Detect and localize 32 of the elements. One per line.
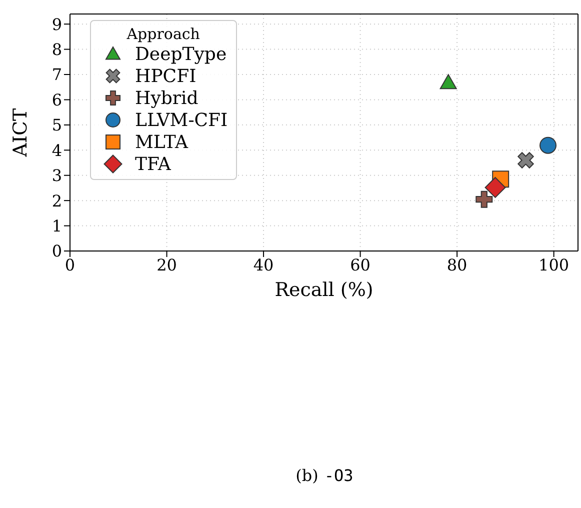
legend-label: DeepType bbox=[135, 44, 227, 64]
x-tick-label: 40 bbox=[253, 255, 274, 274]
y-axis-title: AICT bbox=[10, 108, 32, 158]
point bbox=[540, 136, 557, 154]
y-tick-label: 8 bbox=[52, 40, 62, 59]
point bbox=[484, 176, 506, 198]
y-tick-label: 6 bbox=[52, 90, 62, 110]
x-tick-label: 100 bbox=[538, 255, 570, 274]
x-axis-title: Recall (%) bbox=[274, 279, 374, 301]
text: -O3 bbox=[324, 466, 354, 485]
point bbox=[476, 190, 493, 208]
legend-label: MLTA bbox=[135, 132, 188, 152]
point bbox=[518, 152, 534, 168]
y-tick-label: 2 bbox=[52, 191, 62, 210]
x-tick-label: 0 bbox=[64, 255, 76, 274]
point bbox=[440, 74, 457, 90]
legend-title: Approach bbox=[126, 25, 201, 43]
x-tick-label: 80 bbox=[446, 255, 468, 274]
text: (b) bbox=[296, 466, 318, 485]
y-tick-label: 3 bbox=[52, 166, 62, 186]
y-tick-label: 9 bbox=[52, 14, 62, 34]
x-tick-label: 20 bbox=[156, 255, 177, 274]
legend-label: HPCFI bbox=[135, 66, 196, 86]
y-tick-label: 0 bbox=[52, 242, 62, 261]
legend-label: TFA bbox=[135, 154, 171, 174]
y-tick-label: 7 bbox=[52, 65, 62, 84]
x-tick-label: 60 bbox=[350, 255, 370, 274]
y-tick-label: 5 bbox=[52, 116, 62, 135]
y-tick-label: 1 bbox=[52, 216, 62, 236]
legend-label: LLVM-CFI bbox=[135, 110, 228, 130]
y-tick-label: 4 bbox=[52, 140, 62, 160]
legend-label: Hybrid bbox=[135, 88, 198, 108]
